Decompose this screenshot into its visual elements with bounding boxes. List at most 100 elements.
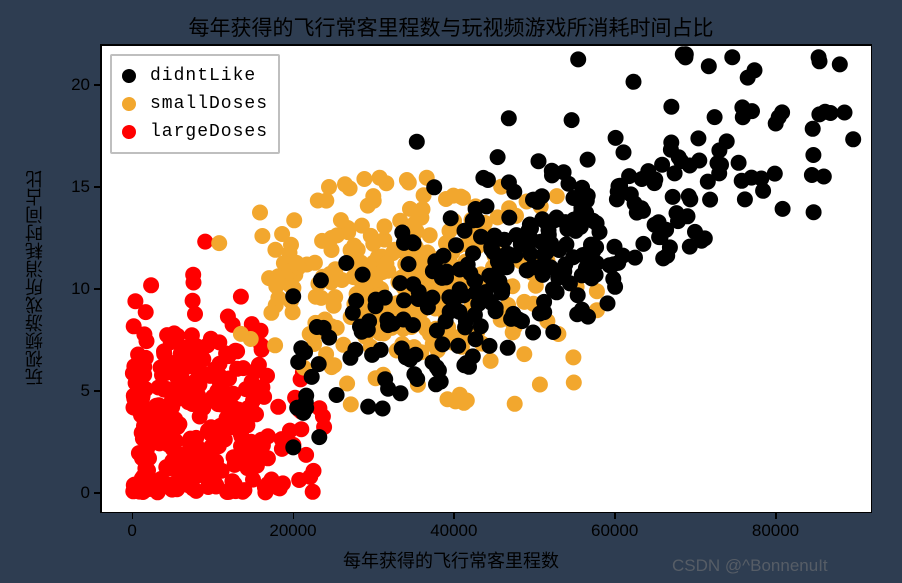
scatter-point <box>171 416 187 432</box>
scatter-point <box>302 469 318 485</box>
legend-marker <box>122 69 136 83</box>
scatter-point <box>501 210 517 226</box>
scatter-point <box>229 361 245 377</box>
scatter-point <box>475 170 491 186</box>
scatter-point <box>192 409 208 425</box>
scatter-point <box>289 400 305 416</box>
scatter-point <box>687 224 703 240</box>
scatter-point <box>450 338 466 354</box>
scatter-point <box>217 392 233 408</box>
scatter-point <box>263 305 279 321</box>
scatter-point <box>592 224 608 240</box>
x-tick-mark <box>775 513 777 519</box>
scatter-point <box>293 340 309 356</box>
scatter-point <box>669 205 685 221</box>
scatter-point <box>735 109 751 125</box>
legend-label: largeDoses <box>150 122 268 142</box>
x-tick-mark <box>132 513 134 519</box>
scatter-point <box>310 193 326 209</box>
scatter-point <box>366 193 382 209</box>
scatter-point <box>406 366 422 382</box>
scatter-point <box>768 116 784 132</box>
scatter-point <box>525 192 541 208</box>
scatter-point <box>500 340 516 356</box>
scatter-point <box>588 239 604 255</box>
scatter-point <box>168 433 184 449</box>
scatter-point <box>293 421 309 437</box>
scatter-point <box>570 51 586 67</box>
scatter-point <box>532 377 548 393</box>
scatter-point <box>627 250 643 266</box>
scatter-point <box>233 326 249 342</box>
scatter-point <box>185 267 201 283</box>
scatter-point <box>561 176 577 192</box>
scatter-point <box>126 358 142 374</box>
scatter-point <box>812 53 828 69</box>
scatter-point <box>434 270 450 286</box>
scatter-point <box>490 149 506 165</box>
scatter-point <box>667 165 683 181</box>
scatter-point <box>805 147 821 163</box>
scatter-point <box>361 313 377 329</box>
scatter-point <box>524 232 540 248</box>
scatter-point <box>252 434 268 450</box>
scatter-point <box>465 348 481 364</box>
x-tick-label: 40000 <box>430 521 477 541</box>
scatter-point <box>153 471 169 487</box>
scatter-point <box>127 293 143 309</box>
scatter-point <box>507 396 523 412</box>
scatter-point <box>173 355 189 371</box>
scatter-point <box>823 105 839 121</box>
scatter-point <box>565 249 581 265</box>
scatter-point <box>368 292 384 308</box>
scatter-point <box>544 167 560 183</box>
x-tick-mark <box>453 513 455 519</box>
scatter-point <box>501 246 517 262</box>
scatter-point <box>249 458 265 474</box>
scatter-point <box>488 300 504 316</box>
scatter-point <box>167 387 183 403</box>
scatter-point <box>633 200 649 216</box>
y-tick-mark <box>94 288 100 290</box>
scatter-point <box>433 374 449 390</box>
scatter-point <box>580 152 596 168</box>
scatter-point <box>272 480 288 496</box>
scatter-point <box>737 191 753 207</box>
scatter-point <box>356 171 372 187</box>
scatter-point <box>343 396 359 412</box>
scatter-point <box>346 238 362 254</box>
scatter-point <box>355 267 371 283</box>
legend-marker <box>122 97 136 111</box>
scatter-point <box>707 109 723 125</box>
scatter-point <box>536 294 552 310</box>
scatter-point <box>218 346 234 362</box>
scatter-point <box>711 142 727 158</box>
scatter-point <box>473 229 489 245</box>
scatter-point <box>775 201 791 217</box>
scatter-point <box>516 346 532 362</box>
scatter-point <box>744 170 760 186</box>
scatter-point <box>452 281 468 297</box>
scatter-point <box>576 212 592 228</box>
scatter-point <box>235 484 251 500</box>
scatter-point <box>379 312 395 328</box>
legend-row: smallDoses <box>122 90 268 118</box>
scatter-point <box>326 357 342 373</box>
scatter-point <box>806 204 822 220</box>
scatter-point <box>671 149 687 165</box>
scatter-point <box>158 365 174 381</box>
scatter-point <box>285 288 301 304</box>
scatter-point <box>313 272 329 288</box>
scatter-point <box>610 255 626 271</box>
scatter-point <box>220 309 236 325</box>
scatter-point <box>136 418 152 434</box>
scatter-point <box>285 439 301 455</box>
scatter-point <box>468 331 484 347</box>
scatter-point <box>655 250 671 266</box>
axis-spine-right <box>871 44 873 513</box>
y-tick-mark <box>94 84 100 86</box>
scatter-point <box>136 326 152 342</box>
scatter-point <box>289 255 305 271</box>
scatter-point <box>309 319 325 335</box>
scatter-point <box>608 130 624 146</box>
